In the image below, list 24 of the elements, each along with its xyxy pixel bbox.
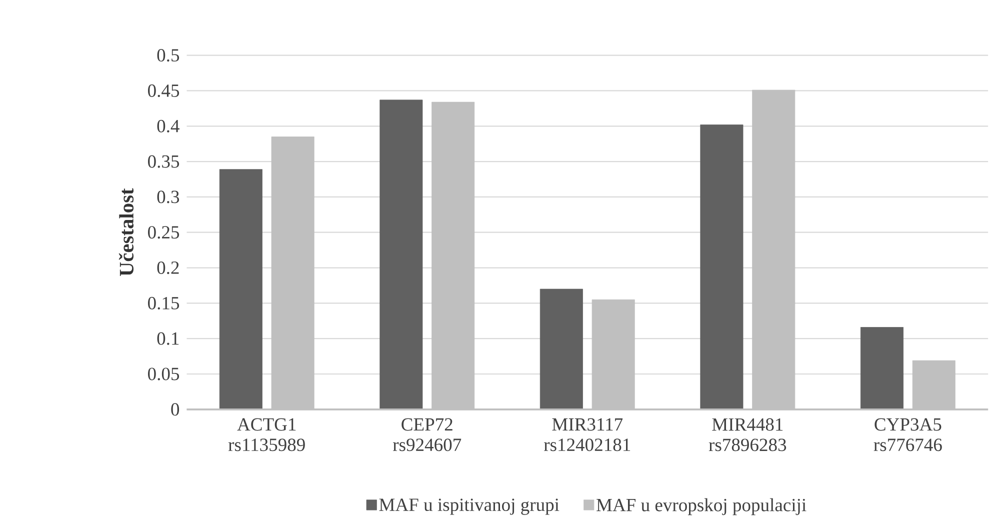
y-tick-label: 0.15 (148, 296, 180, 310)
y-tick-label: 0.05 (148, 368, 180, 380)
x-tick-label: CYP3A5 rs776746 (874, 418, 942, 451)
y-tick-label: 0.1 (157, 332, 179, 345)
x-tick-label: MIR4481 rs7896283 (708, 418, 786, 452)
x-tick-label: MIR3117 rs12402181 (544, 418, 630, 451)
bar (540, 288, 583, 410)
bar (219, 169, 262, 410)
y-tick-label: 0.2 (157, 261, 179, 274)
x-tick-label: CEP72 rs924607 (393, 418, 462, 451)
y-tick-label: 0.25 (148, 226, 180, 239)
legend-label: MAF u evropskoj populaciji (596, 498, 806, 515)
y-tick-label: 0.3 (157, 190, 180, 204)
bar (860, 326, 904, 410)
x-tick-label: ACTG1 rs1135989 (228, 418, 305, 451)
y-tick-label: 0.35 (148, 155, 180, 168)
y-axis-title: Učestalost (118, 188, 134, 276)
legend-label: MAF u ispitivanoj grupi (379, 498, 560, 515)
bar (700, 124, 744, 410)
y-tick-label: 0.4 (157, 120, 180, 132)
y-tick-label: 0 (171, 403, 180, 416)
bar (380, 100, 423, 410)
y-tick-label: 0.5 (157, 48, 180, 62)
y-tick-label: 0.45 (148, 84, 180, 97)
